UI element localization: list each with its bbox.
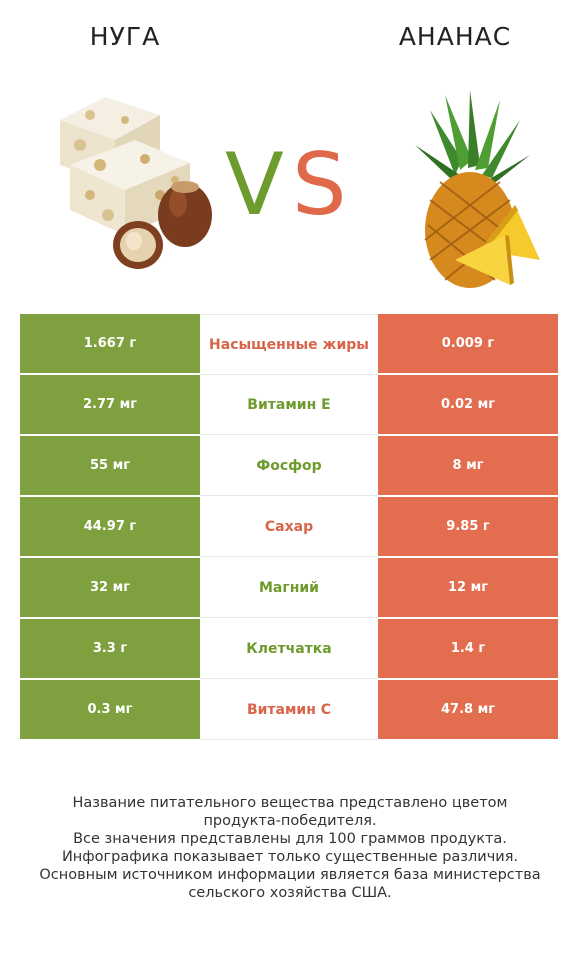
left-value: 44.97 г <box>20 497 200 556</box>
nougat-image <box>60 97 212 269</box>
right-value: 12 мг <box>378 558 558 617</box>
nutrient-label: Сахар <box>200 497 378 557</box>
footer-line: Название питательного вещества представл… <box>72 795 508 811</box>
right-value: 8 мг <box>378 436 558 495</box>
right-value: 0.02 мг <box>378 375 558 434</box>
table-row: 44.97 г Сахар 9.85 г <box>20 497 558 558</box>
footer-line: Все значения представлены для 100 граммо… <box>73 831 507 847</box>
vs-s-letter: S <box>292 135 347 235</box>
footer-note: Название питательного вещества представл… <box>20 794 560 902</box>
nutrient-label: Насыщенные жиры <box>200 314 378 375</box>
table-row: 55 мг Фосфор 8 мг <box>20 436 558 497</box>
footer-line: Основным источником информации является … <box>39 867 541 883</box>
nutrient-label: Витамин C <box>200 680 378 740</box>
table-row: 3.3 г Клетчатка 1.4 г <box>20 619 558 680</box>
nutrient-label: Витамин E <box>200 375 378 435</box>
footer-line: сельского хозяйства США. <box>188 885 392 901</box>
table-row: 1.667 г Насыщенные жиры 0.009 г <box>20 314 558 375</box>
right-value: 0.009 г <box>378 314 558 373</box>
pineapple-image <box>415 90 540 288</box>
left-value: 2.77 мг <box>20 375 200 434</box>
right-product-title: АНАНАС <box>398 22 512 51</box>
right-value: 1.4 г <box>378 619 558 678</box>
left-value: 0.3 мг <box>20 680 200 739</box>
left-value: 1.667 г <box>20 314 200 373</box>
footer-line: Инфографика показывает только существенн… <box>61 849 519 865</box>
table-row: 32 мг Магний 12 мг <box>20 558 558 619</box>
right-value: 9.85 г <box>378 497 558 556</box>
left-value: 55 мг <box>20 436 200 495</box>
left-value: 32 мг <box>20 558 200 617</box>
right-value: 47.8 мг <box>378 680 558 739</box>
comparison-table: 1.667 г Насыщенные жиры 0.009 г 2.77 мг … <box>20 314 558 741</box>
nutrient-label: Фосфор <box>200 436 378 496</box>
nutrient-label: Магний <box>200 558 378 618</box>
nutrient-label: Клетчатка <box>200 619 378 679</box>
footer-line: продукта-победителя. <box>203 813 377 829</box>
left-product-title: НУГА <box>89 22 161 51</box>
table-row: 0.3 мг Витамин C 47.8 мг <box>20 680 558 741</box>
vs-v-letter: V <box>225 135 284 235</box>
table-row: 2.77 мг Витамин E 0.02 мг <box>20 375 558 436</box>
left-value: 3.3 г <box>20 619 200 678</box>
vs-label: V S <box>222 130 358 240</box>
